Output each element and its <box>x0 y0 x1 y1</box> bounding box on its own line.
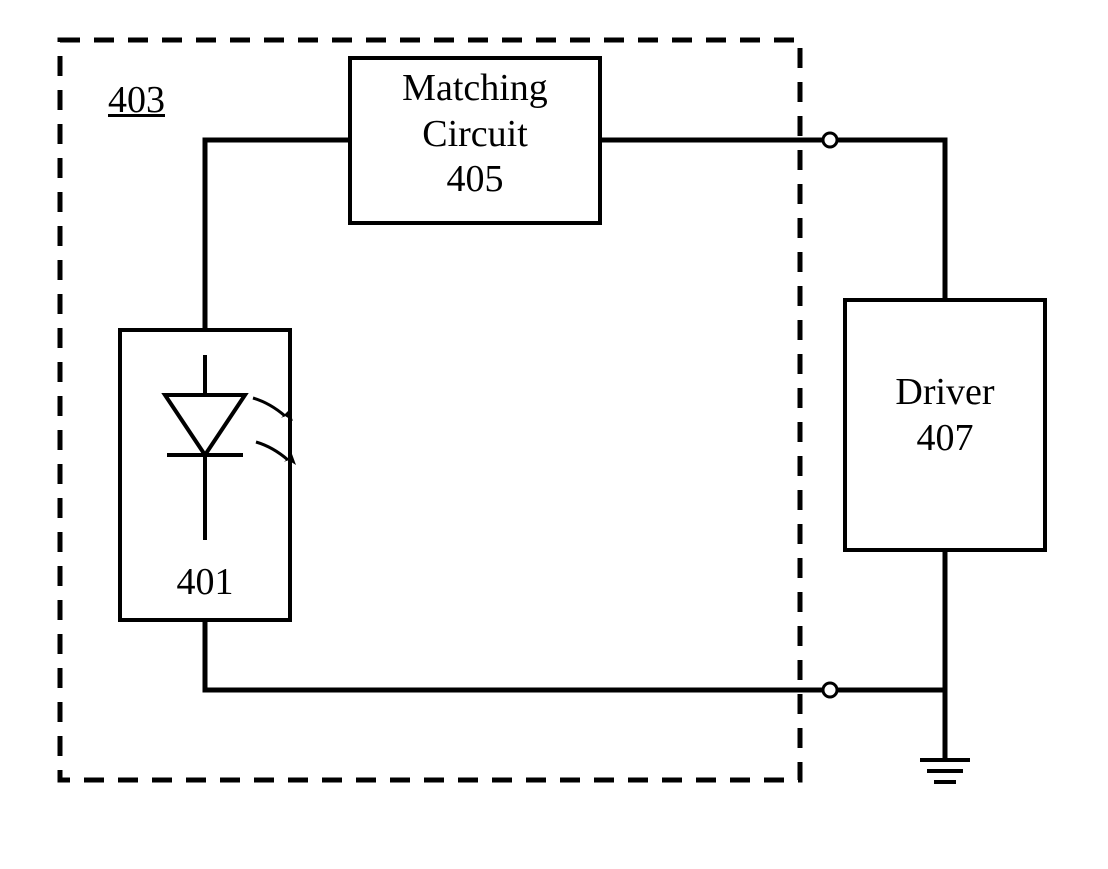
driver-label: Driver 407 <box>845 370 1045 461</box>
wire-led-to-matching <box>205 140 350 330</box>
node-bottom <box>823 683 837 697</box>
ground-symbol <box>920 760 970 782</box>
wire-node-to-driver-top <box>830 140 945 300</box>
matching-ref: 405 <box>447 158 504 200</box>
matching-line2: Circuit <box>422 113 528 155</box>
matching-circuit-label: Matching Circuit 405 <box>350 66 600 203</box>
dashed-box-ref: 403 <box>108 78 165 122</box>
node-top <box>823 133 837 147</box>
wire-led-to-bottom-node <box>205 620 830 690</box>
driver-line1: Driver <box>895 371 994 413</box>
driver-ref: 407 <box>917 417 974 459</box>
circuit-block-diagram: 403 Matching Circuit 405 401 Driver 407 <box>0 0 1108 869</box>
matching-line1: Matching <box>402 67 548 109</box>
led-block-ref: 401 <box>120 560 290 606</box>
